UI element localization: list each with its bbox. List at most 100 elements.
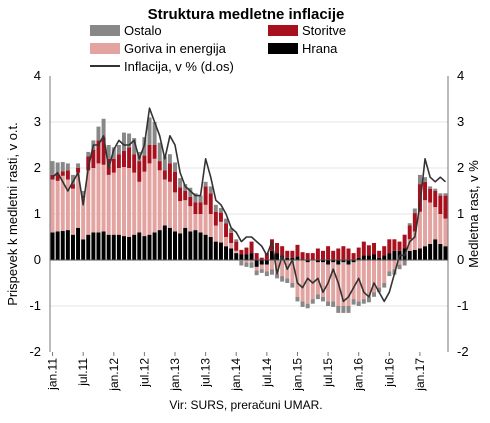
bar-ostalo-29 (198, 195, 203, 203)
y-ticks-left: -2 -1 0 1 2 3 4 (29, 68, 41, 359)
bar-ostalo-19 (147, 117, 152, 145)
bar-goriva-23 (167, 181, 172, 228)
x-tick-label-1: jul.11 (76, 358, 90, 387)
bar-storitve-42 (264, 253, 269, 260)
bar-goriva-43 (269, 260, 274, 270)
bar-storitve-66 (387, 239, 392, 254)
bar-storitve-59 (351, 253, 356, 260)
legend-label-inflacija: Inflacija, v % (d.os) (124, 59, 234, 74)
bar-hrana-35 (229, 248, 234, 260)
bar-goriva-45 (280, 260, 285, 277)
bar-hrana-40 (254, 260, 259, 267)
bar-storitve-8 (91, 149, 96, 168)
bar-storitve-18 (142, 155, 147, 172)
bar-ostalo-40 (254, 270, 259, 276)
bar-goriva-31 (208, 214, 213, 237)
bar-ostalo-32 (213, 204, 218, 212)
bar-ostalo-26 (183, 184, 188, 191)
bar-ostalo-5 (76, 163, 81, 168)
bar-storitve-75 (433, 191, 438, 208)
bar-storitve-29 (198, 202, 203, 214)
bar-hrana-70 (407, 250, 412, 260)
bar-storitve-26 (183, 191, 188, 201)
bar-hrana-58 (346, 260, 351, 265)
bar-goriva-32 (213, 225, 218, 242)
x-tick-label-10: jan.16 (352, 358, 366, 392)
bar-goriva-26 (183, 200, 188, 228)
bar-goriva-44 (275, 260, 280, 274)
bar-storitve-57 (341, 246, 346, 260)
bar-goriva-28 (193, 214, 198, 231)
bar-hrana-15 (127, 237, 132, 260)
bar-storitve-21 (157, 161, 162, 171)
bar-ostalo-36 (234, 239, 239, 242)
bar-goriva-71 (412, 231, 417, 250)
bar-hrana-17 (137, 232, 142, 260)
bar-storitve-44 (275, 242, 280, 254)
bar-hrana-13 (116, 234, 121, 260)
bar-storitve-31 (208, 193, 213, 214)
bar-goriva-72 (417, 211, 422, 249)
bar-hrana-42 (264, 260, 269, 265)
bar-hrana-7 (86, 234, 91, 260)
bar-storitve-65 (382, 246, 387, 256)
legend-swatch-goriva (90, 43, 120, 54)
bar-hrana-12 (111, 234, 116, 260)
bar-storitve-27 (188, 196, 193, 207)
y-axis-left-label: Prispevek k medletni rasti, v o.t. (5, 122, 20, 306)
bar-hrana-19 (147, 234, 152, 260)
bar-goriva-12 (111, 172, 116, 235)
bar-storitve-1 (55, 173, 60, 181)
bar-storitve-41 (259, 257, 264, 260)
bar-storitve-3 (65, 170, 70, 180)
bar-hrana-0 (50, 232, 55, 260)
bar-goriva-10 (101, 164, 106, 232)
bar-hrana-36 (234, 253, 239, 260)
bar-hrana-16 (132, 234, 137, 260)
bar-goriva-63 (372, 260, 376, 293)
bar-hrana-5 (76, 227, 81, 260)
bar-ostalo-61 (361, 299, 366, 304)
bar-goriva-15 (127, 168, 132, 237)
bar-ostalo-37 (239, 260, 244, 266)
y-tick-left-6: 4 (34, 68, 41, 83)
bar-storitve-58 (346, 248, 351, 260)
bar-goriva-9 (96, 163, 101, 233)
bar-hrana-18 (142, 236, 147, 260)
bar-goriva-30 (203, 204, 208, 235)
bar-ostalo-52 (315, 294, 320, 300)
bar-hrana-1 (55, 231, 60, 260)
bar-hrana-74 (428, 243, 433, 260)
bar-ostalo-74 (428, 186, 433, 189)
bar-goriva-62 (366, 260, 371, 297)
bar-ostalo-41 (259, 269, 264, 273)
y-tick-right-0: -2 (457, 344, 469, 359)
bar-hrana-72 (417, 248, 422, 260)
bar-ostalo-31 (208, 186, 213, 194)
x-tick-label-0: jan.11 (46, 358, 60, 391)
bar-ostalo-23 (167, 154, 172, 164)
bar-goriva-66 (387, 260, 392, 272)
bar-hrana-2 (60, 231, 65, 260)
bar-ostalo-50 (305, 303, 310, 309)
bar-hrana-57 (341, 260, 346, 263)
bar-ostalo-20 (152, 122, 157, 145)
bar-hrana-65 (382, 255, 387, 260)
bar-ostalo-38 (244, 262, 249, 267)
y-tick-right-1: -1 (457, 298, 469, 313)
bar-hrana-29 (198, 232, 203, 260)
bar-hrana-22 (162, 225, 167, 260)
bar-ostalo-65 (382, 283, 387, 288)
bar-hrana-75 (433, 239, 438, 260)
bar-hrana-26 (183, 227, 188, 260)
bar-storitve-68 (397, 241, 402, 251)
bar-goriva-33 (218, 221, 223, 243)
bar-storitve-60 (356, 247, 361, 258)
bar-ostalo-30 (203, 181, 208, 187)
bar-hrana-31 (208, 237, 213, 260)
bar-hrana-4 (70, 234, 75, 260)
bar-goriva-51 (310, 260, 315, 300)
bar-hrana-3 (65, 230, 70, 260)
bar-hrana-14 (122, 236, 126, 260)
bar-ostalo-68 (397, 264, 402, 270)
